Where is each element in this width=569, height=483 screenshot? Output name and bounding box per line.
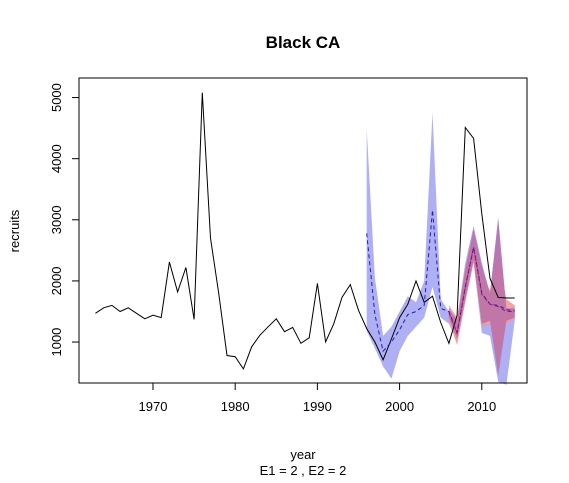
x-tick-label: 1970 bbox=[139, 399, 168, 414]
x-tick-label: 2000 bbox=[385, 399, 414, 414]
series-lines bbox=[95, 92, 515, 370]
chart-title: Black CA bbox=[266, 33, 341, 52]
y-axis: 1000 2000 3000 4000 5000 bbox=[49, 83, 80, 357]
y-tick-label: 3000 bbox=[49, 205, 64, 234]
uncertainty-band-3 bbox=[448, 219, 515, 376]
uncertainty-bands bbox=[366, 112, 515, 385]
x-tick-label: 2010 bbox=[467, 399, 496, 414]
x-axis-sublabel: E1 = 2 , E2 = 2 bbox=[260, 463, 347, 478]
y-tick-label: 4000 bbox=[49, 144, 64, 173]
x-tick-label: 1990 bbox=[303, 399, 332, 414]
plot-frame bbox=[78, 77, 528, 384]
x-tick-label: 1980 bbox=[221, 399, 250, 414]
y-axis-label: recruits bbox=[7, 209, 22, 252]
x-axis-label: year bbox=[290, 447, 316, 462]
uncertainty-band-1 bbox=[366, 112, 515, 385]
observed-series-line bbox=[95, 92, 515, 370]
y-tick-label: 5000 bbox=[49, 83, 64, 112]
y-tick-label: 2000 bbox=[49, 266, 64, 295]
forecast-series-line-5 bbox=[448, 247, 515, 335]
y-tick-label: 1000 bbox=[49, 328, 64, 357]
x-axis: 1970 1980 1990 2000 2010 bbox=[139, 382, 496, 414]
